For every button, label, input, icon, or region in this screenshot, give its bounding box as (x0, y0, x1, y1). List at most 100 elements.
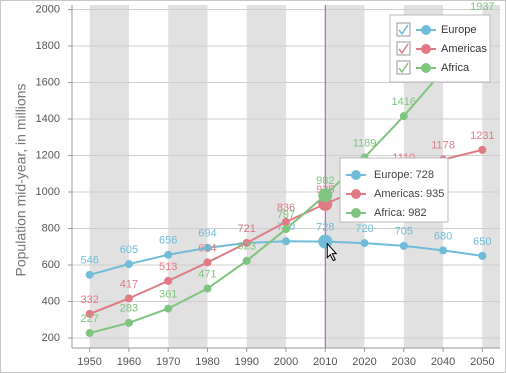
legend-label[interactable]: Europe (441, 24, 476, 36)
data-label: 283 (120, 303, 138, 315)
data-point (399, 241, 408, 250)
x-tick-label: 1990 (234, 356, 258, 368)
x-tick-label: 2020 (352, 356, 376, 368)
data-point (203, 284, 212, 293)
marks: 5466056566947217307287207056806503324175… (80, 1, 495, 348)
data-label: 797 (277, 209, 295, 221)
y-tick-label: 1200 (36, 149, 60, 161)
data-label: 605 (120, 244, 138, 256)
data-label: 614 (198, 242, 216, 254)
y-tick-label: 1000 (36, 186, 60, 198)
legend-marker (421, 44, 431, 54)
data-label: 705 (395, 226, 413, 238)
data-point (164, 250, 173, 259)
data-label: 650 (473, 236, 491, 248)
data-label: 1937 (470, 1, 494, 13)
data-label: 417 (120, 278, 138, 290)
data-label: 332 (80, 294, 98, 306)
tooltip-text: Africa: 982 (374, 207, 427, 219)
x-tick-label: 1960 (117, 356, 141, 368)
x-tick-label: 2030 (392, 356, 416, 368)
tooltip: Europe: 728 Americas: 935 Africa: 982 (339, 157, 449, 223)
y-tick-label: 400 (42, 295, 60, 307)
x-tick-label: 2000 (274, 356, 298, 368)
data-label: 513 (159, 261, 177, 273)
data-point (282, 237, 290, 246)
y-axis-label: Population mid-year, in millions (13, 84, 29, 277)
band (89, 5, 129, 348)
y-tick-label: 2000 (36, 3, 60, 15)
tooltip-text: Europe: 728 (374, 169, 434, 181)
y-tick-label: 1600 (36, 76, 60, 88)
data-label: 836 (277, 202, 295, 214)
y-tick-label: 1800 (36, 40, 60, 52)
data-label: 694 (198, 228, 216, 240)
data-label: 623 (238, 241, 256, 253)
data-label: 227 (80, 313, 98, 325)
data-label: 546 (80, 255, 98, 267)
data-point (124, 260, 133, 269)
data-point (478, 145, 487, 154)
data-point (85, 329, 94, 338)
legend-checkbox[interactable] (396, 41, 411, 56)
data-label: 471 (198, 268, 216, 280)
data-point (439, 246, 448, 255)
data-label: 721 (238, 223, 256, 235)
data-label: 1178 (431, 139, 455, 151)
data-label: 680 (434, 230, 452, 242)
tooltip-marker (351, 208, 361, 218)
check-mark (398, 43, 409, 55)
data-label: 656 (159, 235, 177, 247)
data-point (164, 276, 173, 285)
data-label: 720 (355, 223, 373, 235)
legend-label[interactable]: Africa (441, 62, 470, 74)
data-point (399, 112, 408, 121)
data-label: 1189 (353, 137, 377, 149)
data-point (360, 239, 369, 248)
x-tick-label: 1980 (195, 356, 219, 368)
data-point (124, 318, 133, 327)
legend-checkbox[interactable] (396, 22, 411, 37)
data-point (282, 217, 290, 226)
x-tick-label: 2010 (313, 356, 337, 368)
data-label: 1416 (392, 96, 416, 108)
x-tick-label: 2050 (470, 356, 494, 368)
y-tick-label: 200 (42, 332, 60, 344)
data-label: 982 (316, 175, 334, 187)
legend-marker (421, 25, 431, 35)
x-tick-label: 1970 (156, 356, 180, 368)
data-point (478, 251, 487, 260)
legend-checkbox[interactable] (396, 60, 411, 75)
data-point (318, 188, 333, 203)
data-label: 1231 (470, 130, 494, 142)
legend-label[interactable]: Americas (441, 43, 487, 55)
overlay: Europe Americas Africa Europe: 728 Americas:… (326, 14, 491, 262)
check-mark (398, 62, 409, 74)
data-label: 361 (159, 288, 177, 300)
y-tick-label: 600 (42, 259, 60, 271)
legend: Europe Americas Africa (389, 14, 491, 83)
data-label: 728 (316, 222, 334, 234)
data-point (85, 309, 94, 318)
check-mark (398, 24, 409, 36)
data-point (203, 243, 212, 252)
y-tick-label: 800 (42, 222, 60, 234)
band (246, 5, 286, 348)
band (482, 5, 500, 348)
data-point (242, 256, 251, 265)
tooltip-marker (351, 189, 361, 199)
data-point (85, 270, 94, 279)
x-tick-label: 2040 (431, 356, 455, 368)
data-point (164, 304, 173, 313)
grid: 200 400 600 800 1000 1200 1400 1600 1800 2000 1950… (36, 3, 500, 368)
data-label: 721 (238, 223, 256, 235)
cursor (326, 242, 338, 262)
legend-marker (421, 63, 431, 73)
tooltip-text: Americas: 935 (374, 188, 444, 200)
tooltip-marker (351, 170, 361, 180)
data-point (203, 258, 212, 267)
data-point (124, 294, 133, 303)
y-tick-label: 1400 (36, 113, 60, 125)
data-point (282, 225, 290, 234)
